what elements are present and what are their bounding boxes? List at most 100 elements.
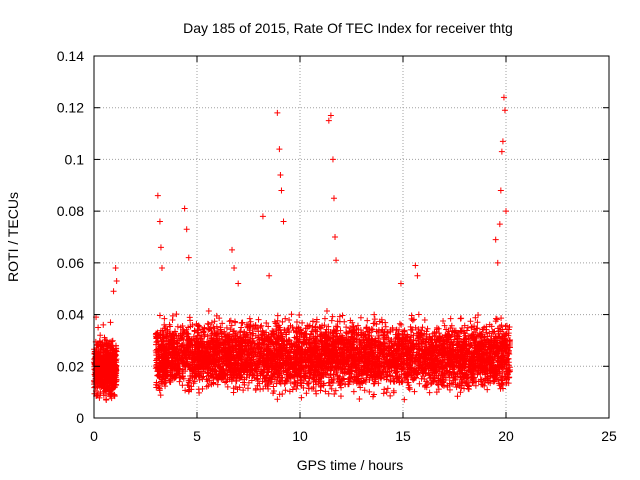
data-point	[499, 373, 506, 380]
data-point	[103, 397, 110, 404]
data-point	[506, 339, 513, 346]
data-point	[331, 391, 338, 398]
data-point	[368, 325, 375, 332]
data-point	[169, 317, 176, 324]
data-point	[236, 375, 243, 382]
data-point	[441, 356, 448, 363]
data-point	[422, 382, 429, 389]
data-point	[399, 331, 406, 338]
data-point	[434, 358, 441, 365]
data-point	[351, 339, 358, 346]
data-point	[381, 332, 388, 339]
data-point	[415, 326, 422, 333]
data-point	[305, 385, 312, 392]
data-point	[179, 326, 186, 333]
data-point	[232, 319, 239, 326]
data-point	[418, 375, 425, 382]
data-point	[99, 359, 106, 366]
data-point	[163, 372, 170, 379]
data-point	[286, 388, 293, 395]
data-point	[305, 362, 312, 369]
data-point	[464, 347, 471, 354]
data-point	[384, 328, 391, 335]
data-point	[173, 332, 180, 339]
data-point	[104, 384, 111, 391]
data-point	[482, 341, 489, 348]
data-point	[111, 391, 118, 398]
data-point	[111, 366, 118, 373]
data-point	[204, 320, 211, 327]
data-point	[173, 311, 180, 318]
data-point	[328, 317, 335, 324]
data-point	[380, 332, 387, 339]
data-point	[157, 392, 164, 399]
data-point	[241, 381, 248, 388]
data-point	[186, 362, 193, 369]
data-point	[275, 331, 282, 338]
data-point	[110, 357, 117, 364]
data-point	[212, 363, 219, 370]
data-point	[464, 353, 471, 360]
data-point	[502, 323, 509, 330]
data-point	[419, 324, 426, 331]
data-point	[343, 324, 350, 331]
data-point	[241, 376, 248, 383]
data-point	[505, 349, 512, 356]
data-point	[286, 317, 293, 324]
data-point	[274, 312, 281, 319]
data-point	[94, 384, 101, 391]
data-point	[407, 372, 414, 379]
data-point	[382, 323, 389, 330]
data-point	[440, 382, 447, 389]
data-point	[110, 382, 117, 389]
data-point	[252, 332, 259, 339]
data-point	[281, 338, 288, 345]
data-point	[174, 323, 181, 330]
data-point	[105, 361, 112, 368]
data-point	[322, 388, 329, 395]
data-point	[426, 389, 433, 396]
data-point	[450, 374, 457, 381]
data-point	[276, 377, 283, 384]
data-point	[171, 375, 178, 382]
data-point	[187, 323, 194, 330]
data-point	[362, 378, 369, 385]
data-point	[216, 315, 223, 322]
data-point	[96, 364, 103, 371]
data-point	[431, 329, 438, 336]
data-point	[298, 329, 305, 336]
data-point	[96, 339, 103, 346]
data-point	[465, 342, 472, 349]
data-point	[412, 324, 419, 331]
data-point	[383, 389, 390, 396]
data-point	[446, 386, 453, 393]
data-point	[498, 322, 505, 329]
data-point	[475, 312, 482, 319]
data-point	[102, 371, 109, 378]
data-point	[214, 381, 221, 388]
data-point	[161, 321, 168, 328]
data-point	[154, 329, 161, 336]
data-point	[257, 386, 264, 393]
data-point	[215, 376, 222, 383]
data-point	[447, 315, 454, 322]
data-point	[321, 315, 328, 322]
data-point	[457, 328, 464, 335]
data-point	[373, 321, 380, 328]
data-point	[93, 342, 100, 349]
data-point	[102, 358, 109, 365]
data-point	[384, 385, 391, 392]
data-point	[398, 321, 405, 328]
data-point	[196, 332, 203, 339]
data-point	[426, 375, 433, 382]
data-point	[386, 339, 393, 346]
data-point	[208, 319, 215, 326]
data-point	[282, 315, 289, 322]
data-point	[99, 349, 106, 356]
data-point	[401, 396, 408, 403]
data-point	[387, 338, 394, 345]
data-point	[368, 355, 375, 362]
data-point	[112, 372, 119, 379]
data-point	[387, 392, 394, 399]
data-point	[374, 328, 381, 335]
